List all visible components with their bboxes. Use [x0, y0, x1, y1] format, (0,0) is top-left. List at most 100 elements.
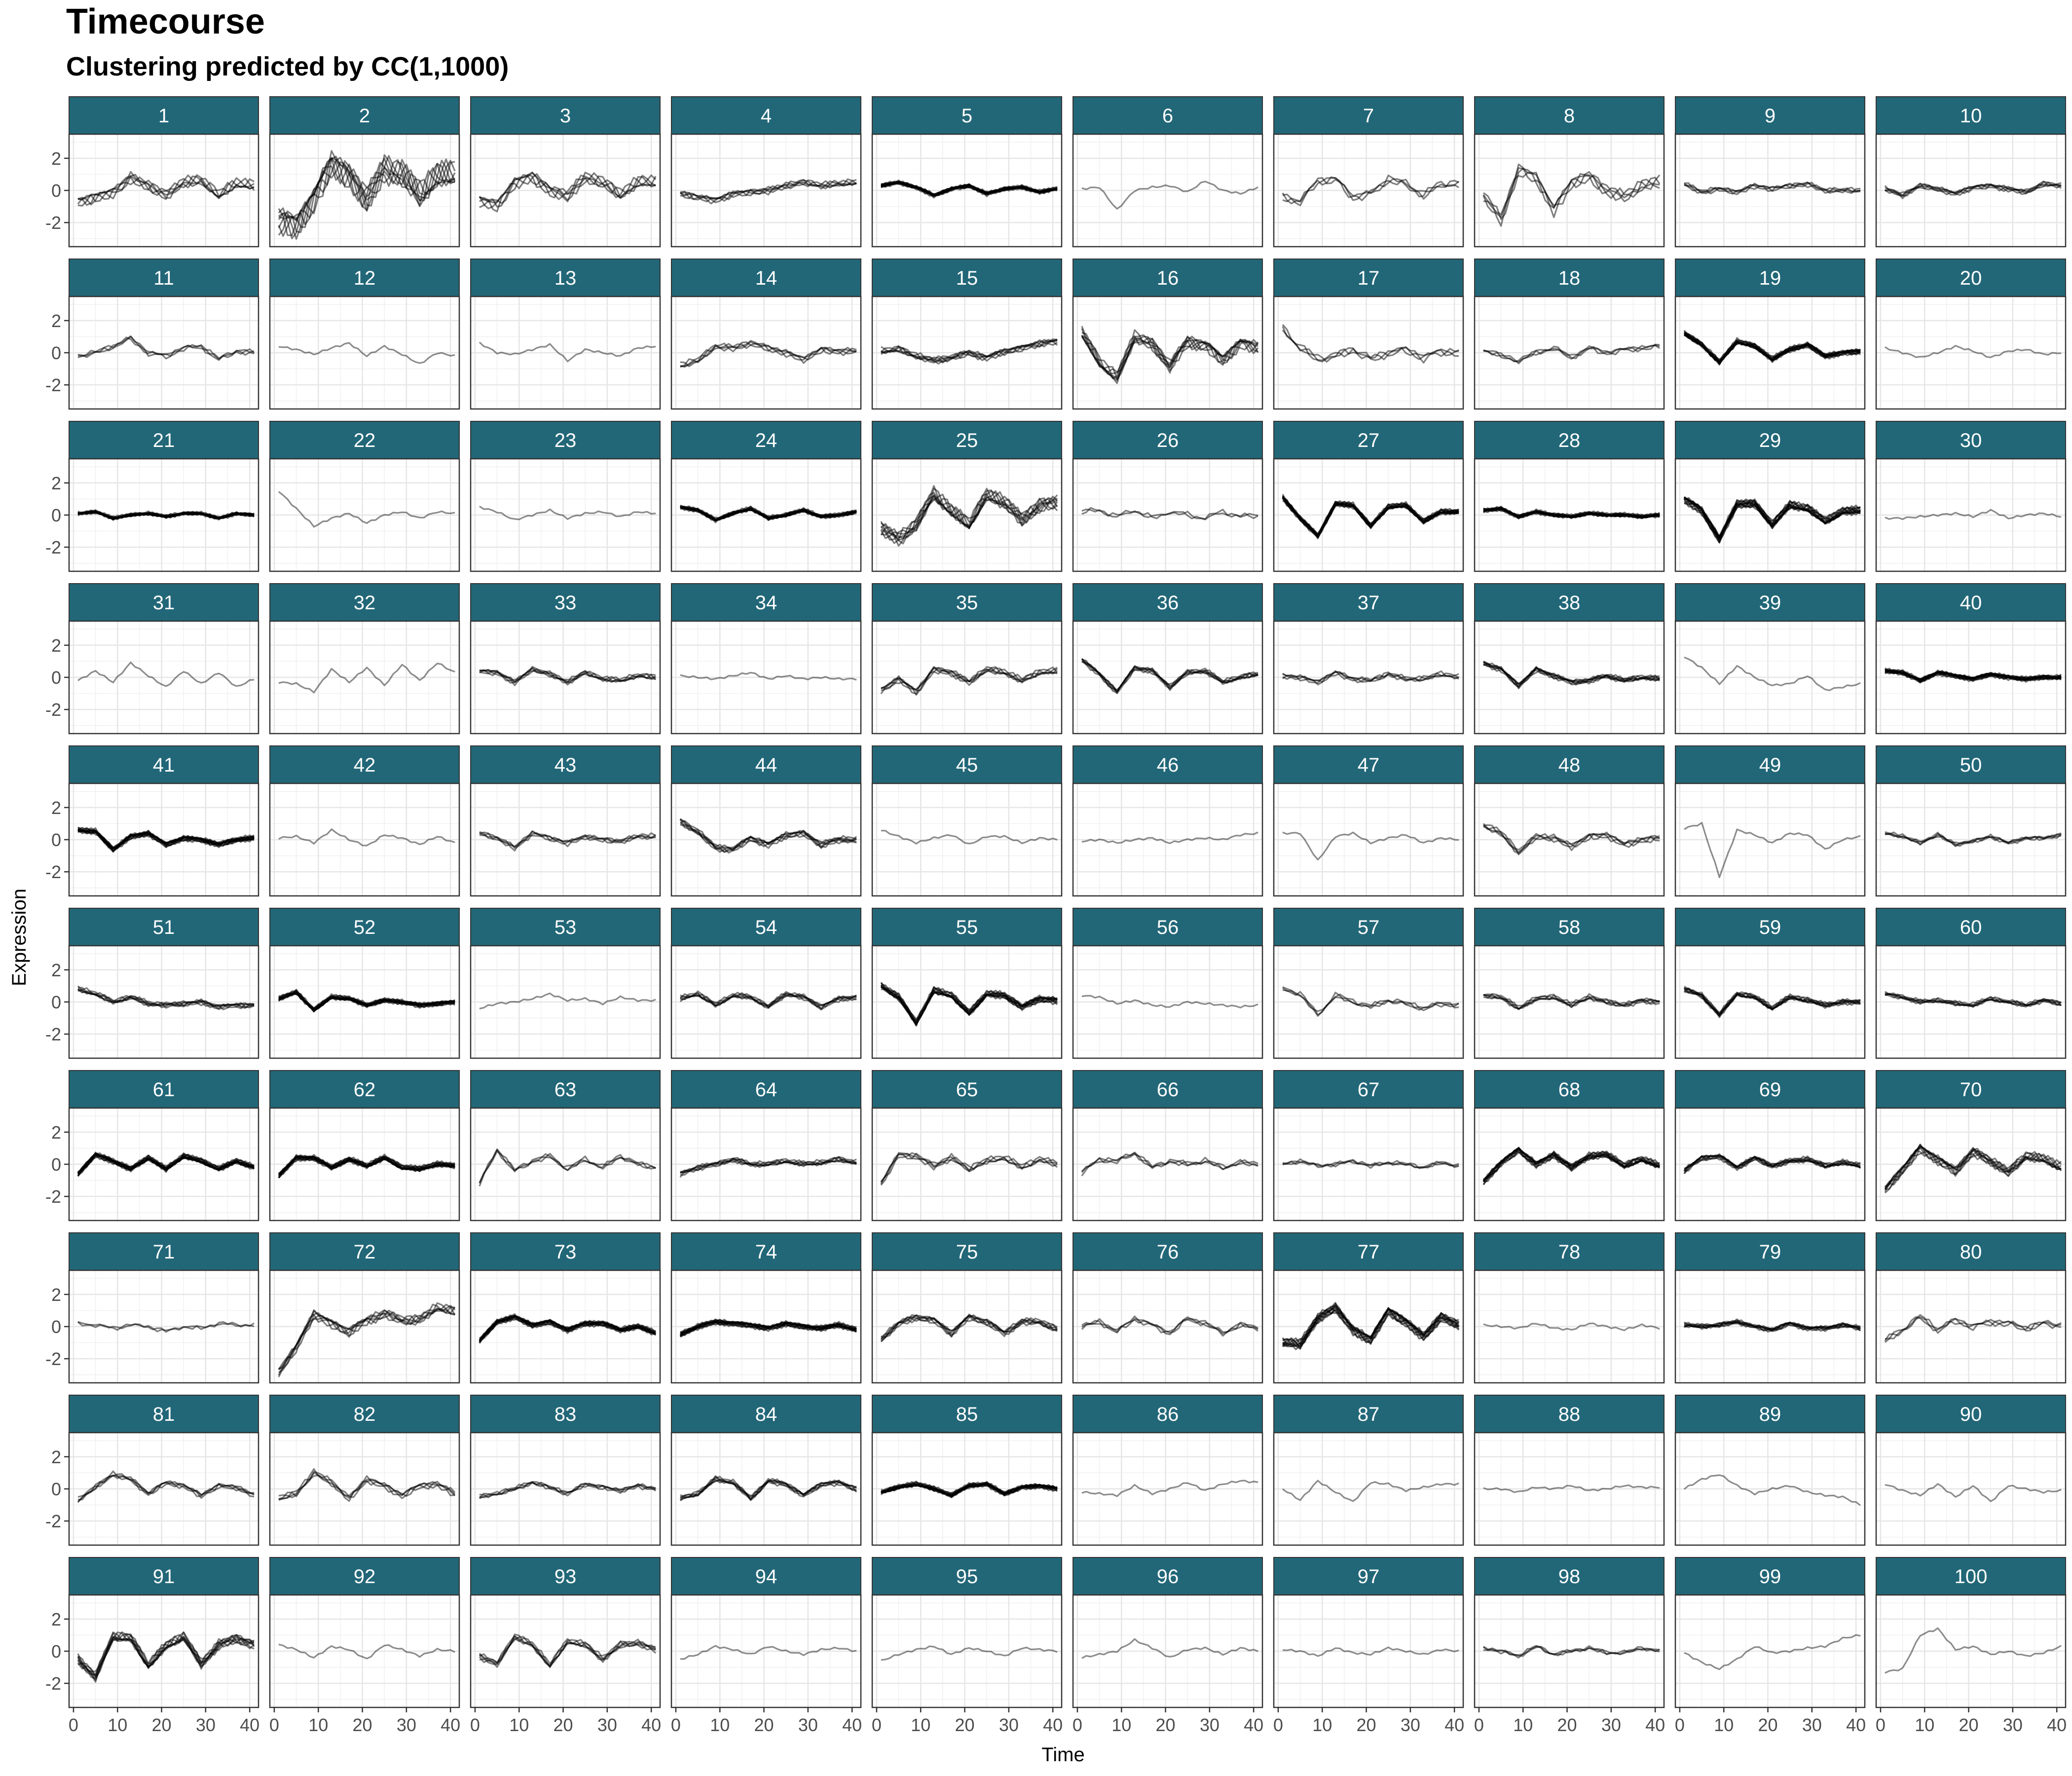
series-line	[77, 1321, 255, 1333]
series-line	[1884, 1144, 2062, 1188]
series-line	[1683, 1474, 1861, 1506]
panel-border	[470, 458, 661, 572]
panel-border	[1674, 133, 1866, 248]
facet-strip	[1273, 583, 1464, 622]
facet-strip-label: 76	[1157, 1241, 1179, 1263]
x-tick-label: 10	[1513, 1715, 1533, 1735]
series-line	[679, 993, 857, 1011]
panel-border	[1674, 620, 1866, 735]
panel-border	[470, 945, 661, 1059]
facet-panel-75: 75	[871, 1232, 1063, 1384]
facet-panel-60: 60	[1875, 908, 2067, 1059]
series-line	[1483, 994, 1660, 1010]
facet-strip-label: 13	[555, 267, 577, 289]
facet-strip	[1474, 745, 1665, 784]
x-tick-label: 20	[754, 1715, 774, 1735]
series-line	[680, 340, 857, 368]
panel-border	[670, 945, 862, 1059]
facet-strip-label: 15	[956, 267, 978, 289]
series-line	[680, 179, 857, 201]
x-tick-label: 0	[671, 1715, 681, 1735]
series-line	[1483, 993, 1660, 1008]
facet-strip-label: 56	[1157, 917, 1179, 938]
series-line	[1885, 991, 2062, 1008]
facet-panel-41: 41 -2 0 2	[45, 745, 259, 897]
panel-border	[1072, 1269, 1263, 1384]
facet-strip-label: 89	[1759, 1404, 1781, 1425]
facet-panel-47: 47	[1273, 745, 1464, 897]
facet-strip	[671, 1395, 861, 1433]
x-tick-label: 10	[710, 1715, 730, 1735]
series-line	[479, 1150, 656, 1184]
panel-border	[269, 945, 460, 1059]
series-line	[278, 991, 455, 1009]
facet-strip-label: 53	[555, 917, 577, 938]
panel-border	[1875, 1107, 2067, 1221]
panel-border	[670, 782, 862, 897]
series-line	[1885, 345, 2062, 358]
series-line	[1683, 330, 1861, 362]
facet-strip-label: 86	[1157, 1404, 1179, 1425]
y-tick-label: 2	[51, 1609, 61, 1629]
series-line	[881, 667, 1058, 692]
panel-border	[1474, 1107, 1665, 1221]
panel-border	[269, 458, 460, 572]
facet-strip	[1073, 96, 1263, 135]
series-line	[1885, 1627, 2062, 1674]
facet-strip	[1073, 908, 1263, 946]
facet-strip	[872, 1557, 1062, 1595]
panel-border	[1072, 458, 1263, 572]
panel-border	[1875, 458, 2067, 572]
series-line	[1483, 663, 1661, 688]
series-line	[479, 992, 656, 1010]
panel-border	[1674, 1432, 1866, 1546]
facet-strip-label: 92	[354, 1566, 376, 1588]
facet-strip	[1675, 96, 1865, 135]
facet-strip-label: 3	[560, 105, 571, 127]
facet-panel-33: 33	[470, 583, 661, 735]
series-line	[77, 174, 255, 206]
series-line	[77, 1152, 255, 1177]
y-tick-label: 0	[51, 1154, 61, 1175]
facet-panel-10: 10	[1875, 96, 2067, 248]
facet-strip	[470, 908, 661, 946]
facet-strip-label: 61	[153, 1079, 175, 1101]
facet-strip-label: 6	[1162, 105, 1173, 127]
facet-panel-14: 14	[670, 259, 862, 410]
series-line	[278, 828, 455, 847]
series-line	[680, 1321, 857, 1336]
series-line	[680, 1320, 857, 1337]
facet-strip	[872, 745, 1062, 784]
facet-strip-label: 49	[1759, 754, 1781, 776]
series-line	[479, 1481, 656, 1498]
panel-border	[871, 620, 1063, 735]
facet-strip-label: 62	[354, 1079, 376, 1101]
series-line	[1282, 1307, 1460, 1348]
series-line	[1684, 1320, 1861, 1332]
x-tick-label: 10	[911, 1715, 930, 1735]
facet-strip-label: 64	[755, 1079, 777, 1101]
facet-strip	[1675, 583, 1865, 622]
series-line	[278, 1306, 456, 1369]
series-line	[77, 336, 255, 360]
panel-border	[470, 620, 661, 735]
facet-panel-16: 16	[1072, 259, 1263, 410]
x-tick-label: 20	[554, 1715, 573, 1735]
facet-panel-9: 9	[1674, 96, 1866, 248]
facet-panel-26: 26	[1072, 421, 1263, 572]
x-tick-label: 30	[1401, 1715, 1420, 1735]
y-tick-label: 2	[51, 798, 61, 818]
facet-strip	[872, 583, 1062, 622]
facet-strip-label: 51	[153, 917, 175, 938]
facet-strip	[671, 583, 861, 622]
facet-strip	[1273, 96, 1464, 135]
facet-strip-label: 19	[1759, 267, 1781, 289]
series-line	[278, 1155, 455, 1177]
facet-panel-78: 78	[1474, 1232, 1665, 1384]
facet-strip	[269, 1557, 460, 1595]
facet-strip	[1675, 421, 1865, 459]
facet-strip-label: 1	[158, 105, 169, 127]
x-tick-label: 20	[1758, 1715, 1778, 1735]
y-tick-label: -2	[45, 862, 61, 882]
panel-border	[1875, 133, 2067, 248]
